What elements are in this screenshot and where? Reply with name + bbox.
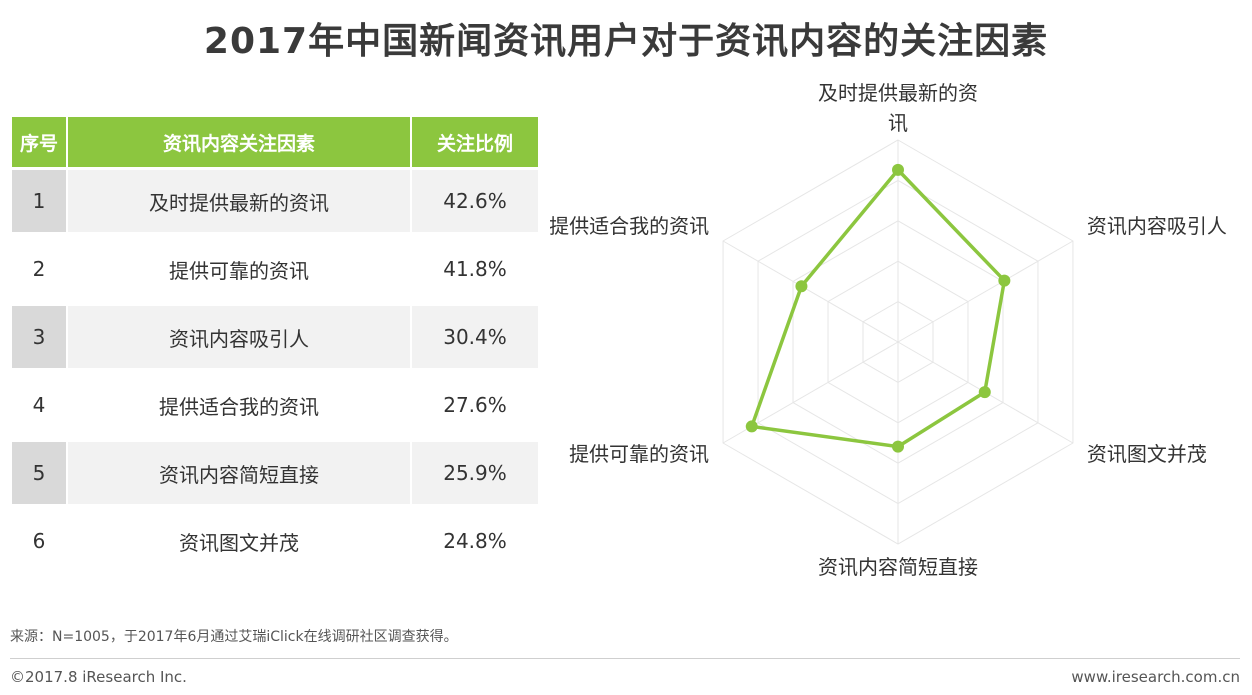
row-ratio: 42.6%: [412, 167, 538, 235]
row-factor: 资讯内容吸引人: [68, 303, 412, 371]
table-row: 6 资讯图文并茂 24.8%: [12, 507, 538, 575]
radar-point: [892, 163, 904, 176]
row-factor: 及时提供最新的资讯: [68, 167, 412, 235]
row-index: 6: [12, 507, 68, 575]
radar-point: [978, 386, 991, 399]
row-index: 5: [12, 439, 68, 507]
radar-point: [795, 280, 808, 293]
header-ratio: 关注比例: [412, 117, 538, 167]
factors-table: 序号 资讯内容关注因素 关注比例 1 及时提供最新的资讯 42.6% 2 提供可…: [12, 117, 538, 575]
header-index: 序号: [12, 117, 68, 167]
row-factor: 提供适合我的资讯: [68, 371, 412, 439]
row-factor: 资讯图文并茂: [68, 507, 412, 575]
table-row: 5 资讯内容简短直接 25.9%: [12, 439, 538, 507]
row-index: 4: [12, 371, 68, 439]
site-url: www.iresearch.com.cn: [1071, 668, 1240, 686]
copyright-text: ©2017.8 iResearch Inc.: [10, 668, 187, 686]
radar-axis-label: 资讯内容简短直接: [818, 555, 978, 579]
table-row: 3 资讯内容吸引人 30.4%: [12, 303, 538, 371]
radar-axis-label: 提供可靠的资讯: [569, 442, 709, 466]
row-ratio: 24.8%: [412, 507, 538, 575]
row-ratio: 30.4%: [412, 303, 538, 371]
row-ratio: 41.8%: [412, 235, 538, 303]
radar-axis-label: 提供适合我的资讯: [550, 214, 709, 238]
page-title: 2017年中国新闻资讯用户对于资讯内容的关注因素: [203, 21, 1049, 62]
row-factor: 资讯内容简短直接: [68, 439, 412, 507]
radar-point: [745, 420, 758, 433]
radar-axis-label: 资讯内容吸引人: [1087, 214, 1227, 238]
radar-point: [892, 440, 904, 453]
radar-spoke: [722, 240, 899, 343]
table-header-row: 序号 资讯内容关注因素 关注比例: [12, 117, 538, 167]
table-row: 4 提供适合我的资讯 27.6%: [12, 371, 538, 439]
row-index: 1: [12, 167, 68, 235]
radar-point: [998, 274, 1011, 287]
row-factor: 提供可靠的资讯: [68, 235, 412, 303]
row-index: 3: [12, 303, 68, 371]
radar-axis-label: 资讯图文并茂: [1087, 442, 1207, 466]
row-ratio: 27.6%: [412, 371, 538, 439]
row-index: 2: [12, 235, 68, 303]
header-factor: 资讯内容关注因素: [68, 117, 412, 167]
radar-axis-label: 及时提供最新的资讯: [818, 81, 978, 135]
radar-spoke: [897, 240, 1074, 343]
table-row: 2 提供可靠的资讯 41.8%: [12, 235, 538, 303]
table-row: 1 及时提供最新的资讯 42.6%: [12, 167, 538, 235]
footer-divider: [10, 658, 1240, 659]
row-ratio: 25.9%: [412, 439, 538, 507]
source-note: 来源：N=1005，于2017年6月通过艾瑞iClick在线调研社区调查获得。: [10, 629, 458, 645]
